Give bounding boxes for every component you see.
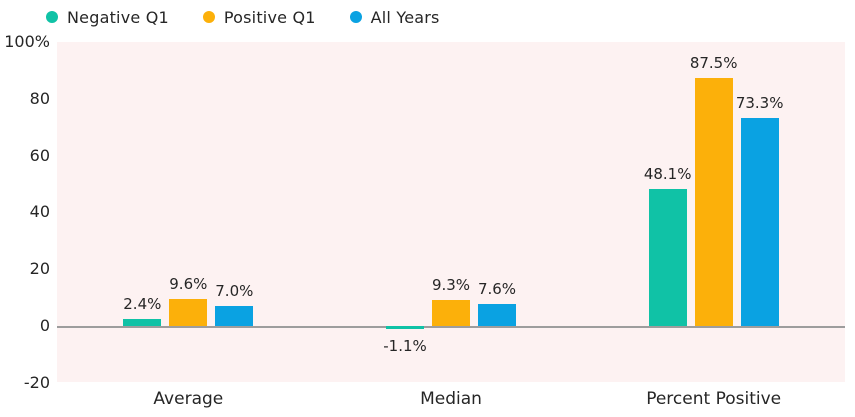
bar-negative-q1-median — [386, 326, 424, 330]
chart-legend: Negative Q1 Positive Q1 All Years — [46, 6, 440, 28]
bar-positive-q1-median — [432, 299, 470, 326]
y-tick-label: -20 — [23, 372, 50, 392]
bar-all-years-average — [215, 306, 254, 326]
bar-positive-q1-average — [169, 298, 208, 326]
category-label-average: Average — [153, 389, 224, 409]
bar-value-label: 7.0% — [215, 282, 254, 301]
y-tick-label: 60 — [29, 145, 50, 165]
bar-value-label: 48.1% — [643, 165, 692, 184]
y-tick-label: 0 — [39, 316, 50, 335]
legend-item-positive-q1: Positive Q1 — [202, 7, 316, 27]
legend-label: All Years — [370, 7, 440, 27]
bar-value-label: 87.5% — [689, 53, 738, 72]
legend-swatch-icon — [349, 11, 362, 23]
category-label-median: Median — [420, 389, 482, 409]
bar-value-label: -1.1% — [383, 337, 427, 356]
y-tick-label: 80 — [29, 88, 50, 108]
y-tick-label: 100% — [4, 32, 50, 51]
bar-value-label: 2.4% — [123, 295, 162, 314]
bar-all-years-percent-positive — [740, 117, 779, 326]
bar-all-years-median — [478, 304, 516, 326]
bar-negative-q1-percent-positive — [648, 189, 687, 326]
bar-value-label: 73.3% — [735, 93, 784, 112]
bar-value-label: 7.6% — [477, 280, 517, 299]
y-tick-label: 40 — [29, 202, 50, 222]
bar-value-label: 9.6% — [169, 274, 208, 293]
legend-swatch-icon — [202, 11, 215, 23]
legend-item-negative-q1: Negative Q1 — [46, 8, 169, 27]
y-tick-label: 20 — [29, 259, 50, 279]
legend-label: Negative Q1 — [67, 7, 169, 27]
legend-swatch-icon — [46, 11, 58, 23]
zero-axis-line — [57, 326, 845, 328]
legend-label: Positive Q1 — [223, 7, 316, 27]
bar-positive-q1-percent-positive — [694, 77, 733, 326]
bar-negative-q1-average — [123, 319, 162, 326]
legend-item-all-years: All Years — [349, 7, 440, 27]
category-label-percent-positive: Percent Positive — [646, 389, 782, 409]
bar-value-label: 9.3% — [431, 275, 471, 294]
